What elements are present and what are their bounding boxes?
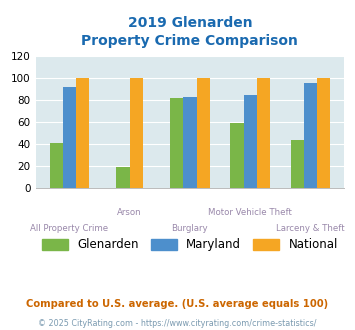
Bar [317,78,330,188]
Bar [304,82,317,188]
Text: All Property Crime: All Property Crime [31,224,109,233]
Legend: Glenarden, Maryland, National: Glenarden, Maryland, National [37,234,343,256]
Bar [244,95,257,188]
Bar [76,78,89,188]
Text: © 2025 CityRating.com - https://www.cityrating.com/crime-statistics/: © 2025 CityRating.com - https://www.city… [38,319,317,328]
Bar [257,78,270,188]
Bar [116,167,130,188]
Bar [197,78,210,188]
Bar [130,78,143,188]
Bar [63,87,76,188]
Text: Compared to U.S. average. (U.S. average equals 100): Compared to U.S. average. (U.S. average … [26,299,329,309]
Bar [290,140,304,188]
Text: Motor Vehicle Theft: Motor Vehicle Theft [208,208,292,216]
Bar [50,143,63,188]
Text: Arson: Arson [118,208,142,216]
Bar [183,97,197,188]
Bar [230,123,244,188]
Text: Burglary: Burglary [171,224,208,233]
Title: 2019 Glenarden
Property Crime Comparison: 2019 Glenarden Property Crime Comparison [82,16,298,48]
Bar [170,98,183,188]
Text: Larceny & Theft: Larceny & Theft [276,224,345,233]
